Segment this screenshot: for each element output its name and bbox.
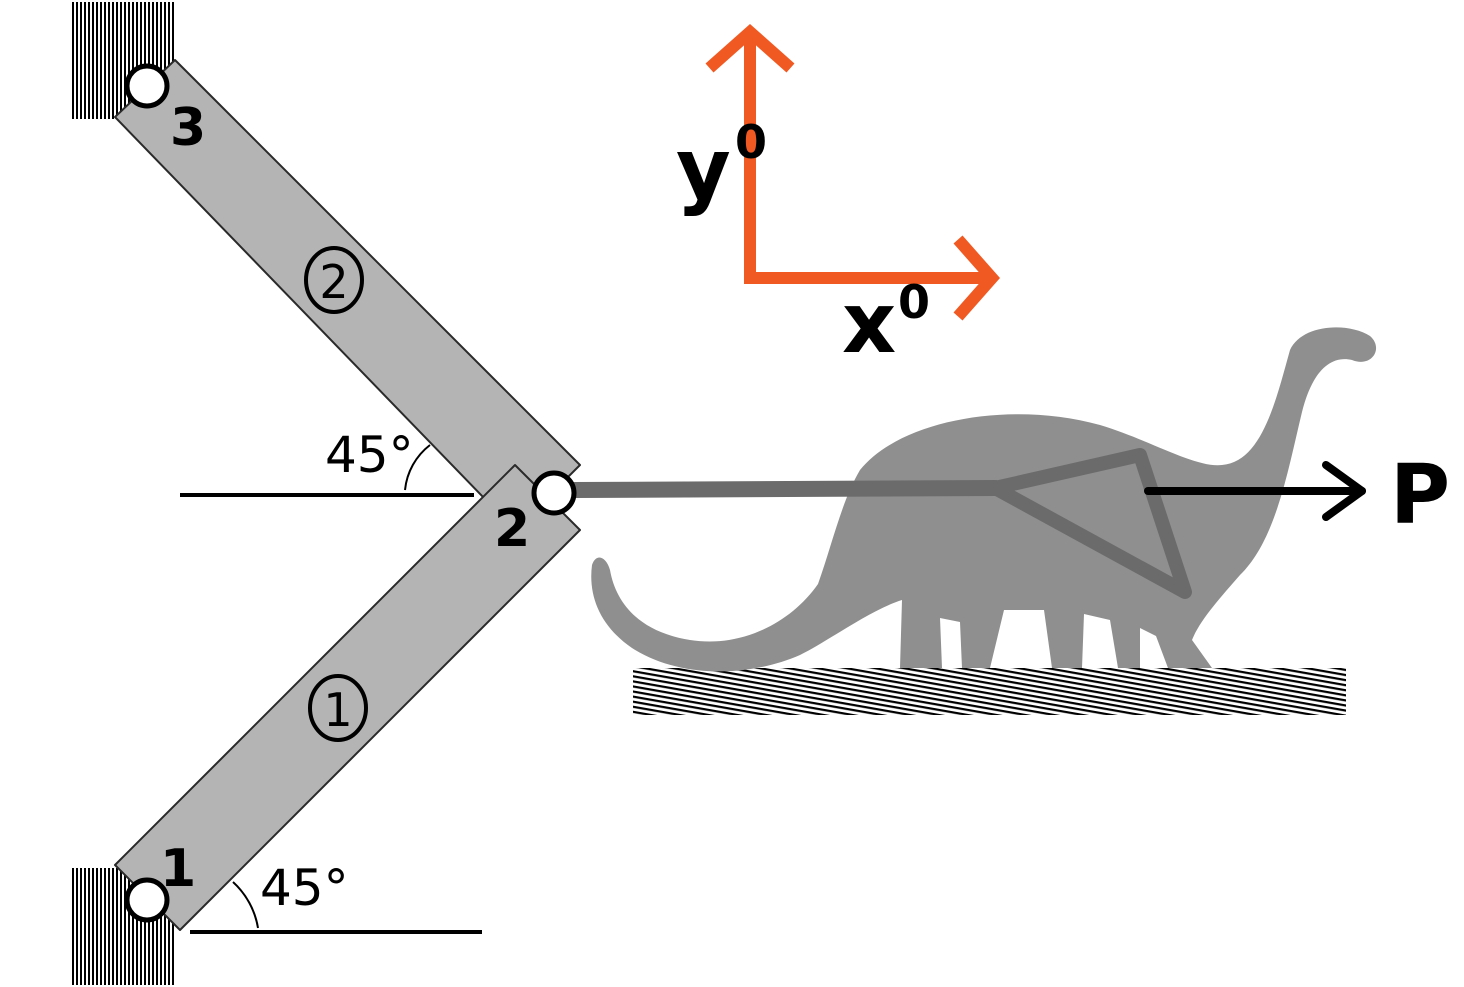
lower-angle-arc: [232, 881, 259, 929]
coordinate-axes: [705, 23, 1001, 321]
pulling-cable: [567, 448, 1192, 599]
member-1-marker: 1: [308, 674, 368, 742]
member-2-label: 2: [319, 255, 348, 309]
pin-joint-1: [124, 877, 170, 923]
node-1-label: 1: [160, 839, 196, 899]
ground-hatch: [633, 668, 1346, 715]
load-label: P: [1390, 448, 1450, 543]
y-axis-label: y: [676, 120, 731, 218]
load-arrowhead: [1322, 461, 1366, 521]
load-arrow: [1144, 461, 1366, 521]
member-2-marker: 2: [304, 246, 364, 314]
upper-angle-label: 45°: [325, 426, 414, 484]
node-3-label: 3: [170, 98, 206, 158]
lower-angle-label: 45°: [260, 859, 349, 917]
dinosaur-silhouette: [591, 327, 1377, 672]
x-arrowhead: [953, 235, 1001, 321]
y-arrowhead: [705, 23, 795, 73]
upper-angle-arc: [404, 444, 431, 491]
pin-joint-3: [124, 63, 170, 109]
node-2-label: 2: [494, 499, 530, 559]
x-axis-label: x: [842, 274, 896, 372]
member-1-label: 1: [323, 683, 352, 737]
pin-joint-2: [531, 470, 577, 516]
y-axis-superscript: 0: [735, 115, 767, 169]
x-axis-superscript: 0: [898, 275, 930, 329]
